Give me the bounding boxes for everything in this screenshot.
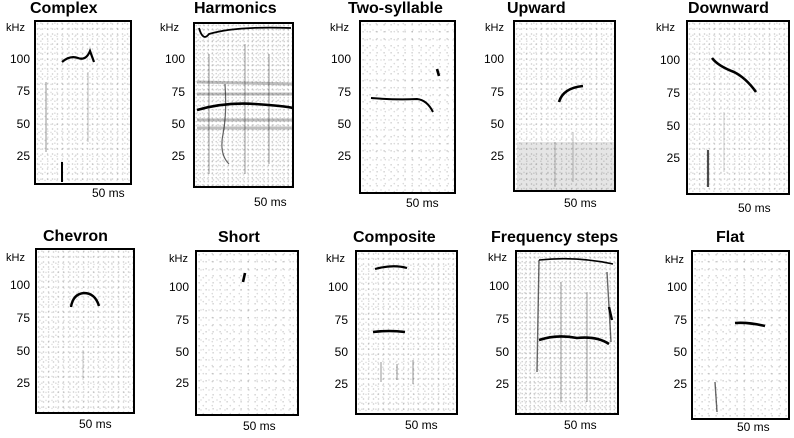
time-scale: 50 ms <box>92 186 125 200</box>
y-tick-100: 100 <box>9 52 30 66</box>
panel-title: Two-syllable <box>348 0 443 17</box>
time-scale: 50 ms <box>406 196 439 210</box>
y-tick-100: 100 <box>659 53 680 67</box>
spectrogram <box>686 20 790 195</box>
y-tick-100: 100 <box>483 52 504 66</box>
y-tick-25: 25 <box>175 376 189 390</box>
y-tick-25: 25 <box>334 377 348 391</box>
panel-title: Short <box>218 229 260 246</box>
spectrogram <box>359 20 456 194</box>
time-scale: 50 ms <box>738 201 771 215</box>
y-tick-75: 75 <box>175 313 189 327</box>
y-tick-75: 75 <box>337 85 351 99</box>
y-tick-75: 75 <box>16 84 30 98</box>
time-scale: 50 ms <box>243 419 276 433</box>
time-scale: 50 ms <box>405 418 438 432</box>
time-scale: 50 ms <box>737 420 770 434</box>
time-scale: 50 ms <box>564 196 597 210</box>
call-contour <box>714 321 766 413</box>
spectrogram <box>195 250 299 416</box>
y-tick-50: 50 <box>175 345 189 359</box>
panel-title: Chevron <box>43 228 108 245</box>
call-contour <box>196 26 294 174</box>
y-tick-75: 75 <box>673 313 687 327</box>
y-axis-unit: kHz <box>665 254 684 266</box>
panel-title: Downward <box>688 0 769 17</box>
y-axis-unit: kHz <box>326 253 345 265</box>
y-tick-75: 75 <box>490 85 504 99</box>
y-tick-100: 100 <box>327 280 348 294</box>
y-tick-25: 25 <box>673 377 687 391</box>
panel-title: Complex <box>30 0 98 17</box>
panel-title: Frequency steps <box>491 229 619 246</box>
spectrogram <box>513 20 616 192</box>
call-contour <box>69 291 101 380</box>
y-tick-100: 100 <box>666 280 687 294</box>
y-tick-100: 100 <box>330 52 351 66</box>
y-tick-75: 75 <box>16 311 30 325</box>
y-tick-50: 50 <box>490 117 504 131</box>
call-contour <box>241 272 247 283</box>
time-scale: 50 ms <box>564 418 597 432</box>
panel-title: Flat <box>716 229 745 246</box>
call-contour <box>370 68 441 113</box>
y-tick-25: 25 <box>171 149 185 163</box>
y-tick-25: 25 <box>666 151 680 165</box>
y-axis-unit: kHz <box>330 22 349 34</box>
panel-title: Upward <box>507 0 566 17</box>
spectrogram <box>34 20 132 185</box>
y-axis-unit: kHz <box>656 22 675 34</box>
y-tick-25: 25 <box>16 149 30 163</box>
y-tick-75: 75 <box>171 85 185 99</box>
call-contour <box>372 265 414 384</box>
y-axis-unit: kHz <box>6 22 25 34</box>
y-tick-100: 100 <box>488 279 509 293</box>
panel-title: Harmonics <box>194 0 277 17</box>
spectrogram <box>35 248 135 414</box>
call-contour <box>517 84 616 192</box>
y-tick-25: 25 <box>495 377 509 391</box>
y-tick-50: 50 <box>495 345 509 359</box>
y-tick-50: 50 <box>334 345 348 359</box>
time-scale: 50 ms <box>79 417 112 431</box>
y-tick-50: 50 <box>16 117 30 131</box>
y-axis-unit: kHz <box>488 252 507 264</box>
y-axis-unit: kHz <box>169 253 188 265</box>
spectrogram <box>193 22 294 188</box>
y-tick-25: 25 <box>337 149 351 163</box>
y-axis-unit: kHz <box>6 252 25 264</box>
y-tick-75: 75 <box>334 313 348 327</box>
call-contour <box>706 57 758 187</box>
call-contour <box>536 257 614 402</box>
spectrogram <box>691 250 790 420</box>
y-axis-unit: kHz <box>485 22 504 34</box>
y-tick-50: 50 <box>16 344 30 358</box>
y-tick-50: 50 <box>337 117 351 131</box>
time-scale: 50 ms <box>254 195 287 209</box>
spectrogram <box>355 250 458 415</box>
y-axis-unit: kHz <box>160 22 179 34</box>
y-tick-100: 100 <box>164 52 185 66</box>
y-tick-100: 100 <box>168 280 189 294</box>
y-tick-25: 25 <box>16 376 30 390</box>
y-tick-50: 50 <box>666 119 680 133</box>
y-tick-100: 100 <box>9 278 30 292</box>
panel-title: Composite <box>353 229 436 246</box>
spectrogram <box>515 250 619 415</box>
y-tick-50: 50 <box>171 117 185 131</box>
y-tick-75: 75 <box>495 312 509 326</box>
y-tick-25: 25 <box>490 149 504 163</box>
call-contour <box>45 47 96 182</box>
y-tick-50: 50 <box>673 345 687 359</box>
y-tick-75: 75 <box>666 86 680 100</box>
